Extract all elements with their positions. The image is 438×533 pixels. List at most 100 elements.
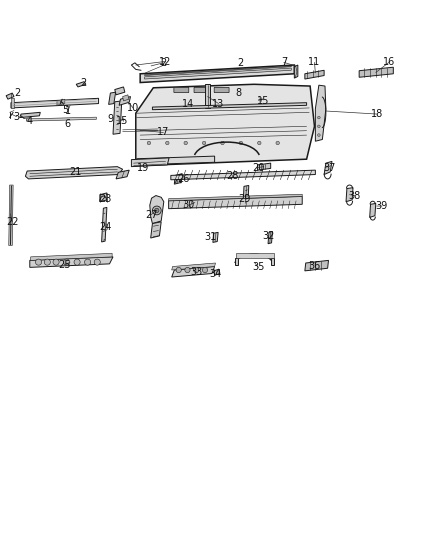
Polygon shape [113,101,122,134]
Text: 33: 33 [190,266,202,277]
Polygon shape [20,112,40,118]
Circle shape [221,141,224,145]
Polygon shape [214,269,220,275]
Polygon shape [136,84,314,166]
Polygon shape [140,65,294,83]
Text: 5: 5 [62,104,68,115]
Text: 27: 27 [145,210,157,220]
Polygon shape [236,253,274,258]
Circle shape [276,141,279,145]
Polygon shape [25,167,123,179]
Polygon shape [26,117,96,121]
Text: 12: 12 [159,56,171,67]
Circle shape [85,259,91,265]
Circle shape [74,259,80,265]
Circle shape [202,141,206,145]
Polygon shape [102,207,107,242]
Text: 11: 11 [308,58,321,67]
Polygon shape [123,95,129,101]
Circle shape [147,141,151,145]
Polygon shape [359,67,393,77]
Polygon shape [258,163,271,170]
Polygon shape [11,98,99,108]
Text: 25: 25 [59,260,71,270]
Polygon shape [57,99,65,106]
Text: 26: 26 [177,174,189,184]
Text: 15: 15 [116,116,128,126]
Text: 18: 18 [371,109,384,119]
Polygon shape [9,185,13,246]
Circle shape [176,268,181,273]
Circle shape [35,259,42,265]
Circle shape [155,208,159,213]
Polygon shape [150,196,164,223]
Polygon shape [115,87,125,95]
Circle shape [318,125,320,128]
Polygon shape [145,66,291,76]
Text: 30: 30 [182,200,194,210]
Text: 2: 2 [80,77,86,87]
Text: 2: 2 [14,88,21,99]
Polygon shape [294,65,298,78]
Polygon shape [30,257,113,268]
Polygon shape [174,174,182,184]
Text: 13: 13 [212,99,225,109]
Text: 17: 17 [157,127,170,138]
Text: 10: 10 [127,103,139,113]
Text: 19: 19 [137,163,149,173]
Text: 9: 9 [108,115,114,124]
Circle shape [202,268,208,273]
Circle shape [44,259,50,265]
Polygon shape [235,258,238,265]
Text: 1: 1 [65,106,71,116]
Text: 24: 24 [99,222,111,232]
Polygon shape [169,197,302,209]
Polygon shape [169,194,302,201]
Polygon shape [213,232,218,243]
Polygon shape [109,92,116,104]
Polygon shape [172,266,215,277]
Polygon shape [271,258,274,265]
Polygon shape [11,98,14,108]
Text: 2: 2 [160,58,166,68]
FancyBboxPatch shape [214,87,229,93]
Text: 14: 14 [182,100,194,109]
Text: 29: 29 [238,194,251,204]
Circle shape [152,206,161,215]
FancyBboxPatch shape [174,87,189,93]
Polygon shape [305,70,324,79]
Polygon shape [131,158,169,167]
Circle shape [258,141,261,145]
Text: 31: 31 [204,232,216,242]
Text: 37: 37 [323,163,336,173]
Text: 8: 8 [236,88,242,99]
Polygon shape [145,68,291,79]
Text: 39: 39 [376,201,388,211]
Text: 21: 21 [69,167,81,177]
FancyBboxPatch shape [194,87,209,93]
Text: 34: 34 [209,269,222,279]
Polygon shape [324,161,332,174]
Polygon shape [315,85,326,141]
Text: 16: 16 [383,58,395,67]
Polygon shape [116,170,129,179]
Text: 23: 23 [99,194,111,204]
Text: 7: 7 [281,58,287,67]
Circle shape [194,268,199,273]
Text: 6: 6 [65,119,71,128]
Text: 2: 2 [237,58,243,68]
Polygon shape [119,96,131,106]
Text: 28: 28 [226,171,238,181]
Text: 35: 35 [252,262,265,272]
Text: 15: 15 [257,96,269,106]
Circle shape [53,259,59,265]
Text: 38: 38 [349,190,361,200]
Text: 32: 32 [263,231,275,241]
Text: 3: 3 [14,112,20,122]
Polygon shape [171,170,315,180]
Text: 4: 4 [27,116,33,126]
Circle shape [94,259,100,265]
Polygon shape [205,84,210,108]
Circle shape [185,268,190,273]
Circle shape [184,141,187,145]
